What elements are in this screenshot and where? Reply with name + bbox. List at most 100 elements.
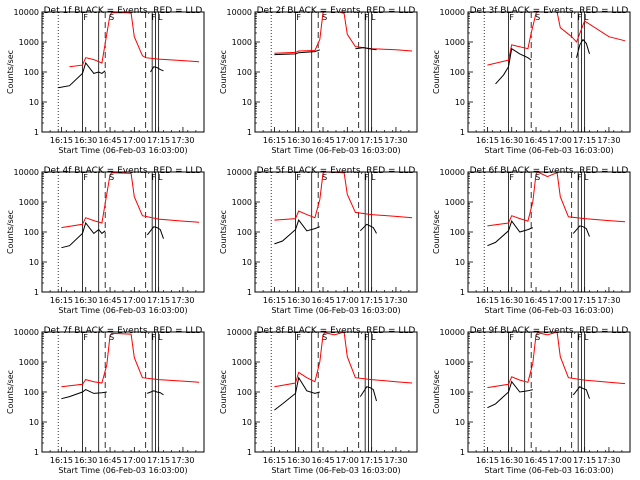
y-tick-label: 1	[460, 448, 465, 457]
panel-title: Det 1f BLACK = Events, RED = LLD	[44, 6, 203, 16]
plot-frame	[254, 171, 418, 293]
y-tick-label: 10000	[227, 328, 252, 337]
panel-title: Det 4f BLACK = Events, RED = LLD	[44, 166, 203, 176]
y-axis-label: Counts/sec	[219, 50, 228, 94]
black-series-line	[58, 61, 106, 89]
panel-9: 1 10 100 1000 10000 16:15 16:30 16:45 17:00 17:15…	[432, 326, 631, 475]
y-tick-label: 10000	[440, 8, 465, 17]
x-tick-label: 17:15	[360, 136, 383, 145]
marker-letter: L	[584, 13, 589, 22]
y-axis-label: Counts/sec	[432, 370, 441, 414]
panel-title: Det 8f BLACK = Events, RED = LLD	[257, 326, 416, 336]
x-axis-label: Start Time (06-Feb-03 16:03:00)	[271, 146, 400, 155]
marker-letter: S	[109, 333, 114, 342]
plot-frame	[254, 331, 418, 453]
marker-letter: F	[83, 333, 88, 342]
x-axis-label: Start Time (06-Feb-03 16:03:00)	[484, 146, 613, 155]
marker-letter: S	[109, 173, 114, 182]
black-series-line	[495, 47, 532, 85]
black-series-line	[572, 386, 590, 399]
y-tick-label: 100	[237, 228, 252, 237]
panel-2: 1 10 100 1000 10000 16:15 16:30 16:45 17:00 17:15…	[219, 6, 418, 155]
panel-8: 1 10 100 1000 10000 16:15 16:30 16:45 17:00 17:15…	[219, 326, 418, 475]
panel-1: 1 10 100 1000 10000 16:15 16:30 16:45 17:00 17:15…	[6, 6, 205, 155]
panel-title: Det 3f BLACK = Events, RED = LLD	[470, 6, 629, 16]
marker-letter: F	[296, 333, 301, 342]
black-series-line	[61, 389, 107, 400]
y-tick-label: 10000	[14, 168, 39, 177]
x-tick-label: 17:00	[336, 296, 359, 305]
x-tick-label: 17:30	[384, 296, 407, 305]
black-series-line	[61, 221, 106, 249]
y-tick-label: 10000	[227, 8, 252, 17]
x-tick-label: 17:30	[171, 456, 194, 465]
marker-letter: F	[509, 13, 514, 22]
panel-title: Det 5f BLACK = Events, RED = LLD	[257, 166, 416, 176]
marker-letter: F	[509, 173, 514, 182]
x-axis-label: Start Time (06-Feb-03 16:03:00)	[484, 466, 613, 475]
y-tick-label: 1000	[19, 38, 39, 47]
x-tick-label: 17:15	[360, 296, 383, 305]
y-tick-label: 10	[29, 98, 39, 107]
panel-3: 1 10 100 1000 10000 16:15 16:30 16:45 17:00 17:15…	[432, 6, 631, 155]
y-axis-label: Counts/sec	[219, 210, 228, 254]
marker-letter: L	[584, 173, 589, 182]
x-tick-label: 17:15	[147, 136, 170, 145]
x-tick-label: 16:45	[99, 136, 122, 145]
red-series-line	[274, 331, 413, 388]
x-tick-label: 17:15	[573, 456, 596, 465]
y-tick-label: 100	[237, 68, 252, 77]
red-series-line	[61, 332, 200, 388]
y-tick-label: 1000	[232, 38, 252, 47]
x-tick-label: 16:15	[263, 296, 286, 305]
panel-6: 1 10 100 1000 10000 16:15 16:30 16:45 17:00 17:15…	[432, 166, 631, 315]
y-tick-label: 1	[460, 288, 465, 297]
y-tick-label: 1	[247, 128, 252, 137]
black-series-line	[355, 47, 377, 51]
black-series-line	[487, 220, 533, 247]
y-tick-label: 100	[450, 388, 465, 397]
red-series-line	[487, 171, 626, 227]
marker-letter: F	[151, 173, 156, 182]
red-series-line	[487, 11, 626, 66]
y-tick-label: 1000	[19, 198, 39, 207]
x-tick-label: 17:30	[384, 136, 407, 145]
y-tick-label: 10000	[227, 168, 252, 177]
marker-letter: F	[577, 173, 582, 182]
plot-frame	[41, 11, 205, 133]
x-tick-label: 16:45	[312, 456, 335, 465]
y-tick-label: 1	[34, 128, 39, 137]
y-tick-label: 1000	[19, 358, 39, 367]
black-series-line	[576, 38, 590, 58]
black-series-line	[572, 225, 590, 237]
x-axis-label: Start Time (06-Feb-03 16:03:00)	[271, 466, 400, 475]
y-tick-label: 100	[24, 68, 39, 77]
x-tick-label: 16:30	[74, 456, 97, 465]
x-tick-label: 16:15	[263, 136, 286, 145]
black-series-line	[274, 219, 320, 245]
plot-frame	[467, 11, 631, 133]
black-series-line	[487, 380, 533, 409]
y-tick-label: 1000	[232, 358, 252, 367]
y-tick-label: 10	[455, 98, 465, 107]
x-tick-label: 16:45	[312, 296, 335, 305]
y-tick-label: 100	[450, 228, 465, 237]
marker-letter: L	[371, 333, 376, 342]
panel-title: Det 9f BLACK = Events, RED = LLD	[470, 326, 629, 336]
marker-letter: L	[158, 173, 163, 182]
red-series-line	[69, 12, 200, 68]
y-axis-label: Counts/sec	[219, 370, 228, 414]
x-axis-label: Start Time (06-Feb-03 16:03:00)	[58, 146, 187, 155]
y-tick-label: 10000	[440, 168, 465, 177]
y-tick-label: 1	[34, 448, 39, 457]
y-tick-label: 1	[34, 288, 39, 297]
y-tick-label: 10000	[14, 8, 39, 17]
x-tick-label: 17:15	[573, 296, 596, 305]
plot-frame	[41, 171, 205, 293]
marker-letter: S	[535, 173, 540, 182]
panel-7: 1 10 100 1000 10000 16:15 16:30 16:45 17:00 17:15…	[6, 326, 205, 475]
y-tick-label: 10000	[440, 328, 465, 337]
black-series-line	[359, 223, 377, 234]
x-tick-label: 17:00	[549, 456, 572, 465]
marker-letter: S	[535, 333, 540, 342]
